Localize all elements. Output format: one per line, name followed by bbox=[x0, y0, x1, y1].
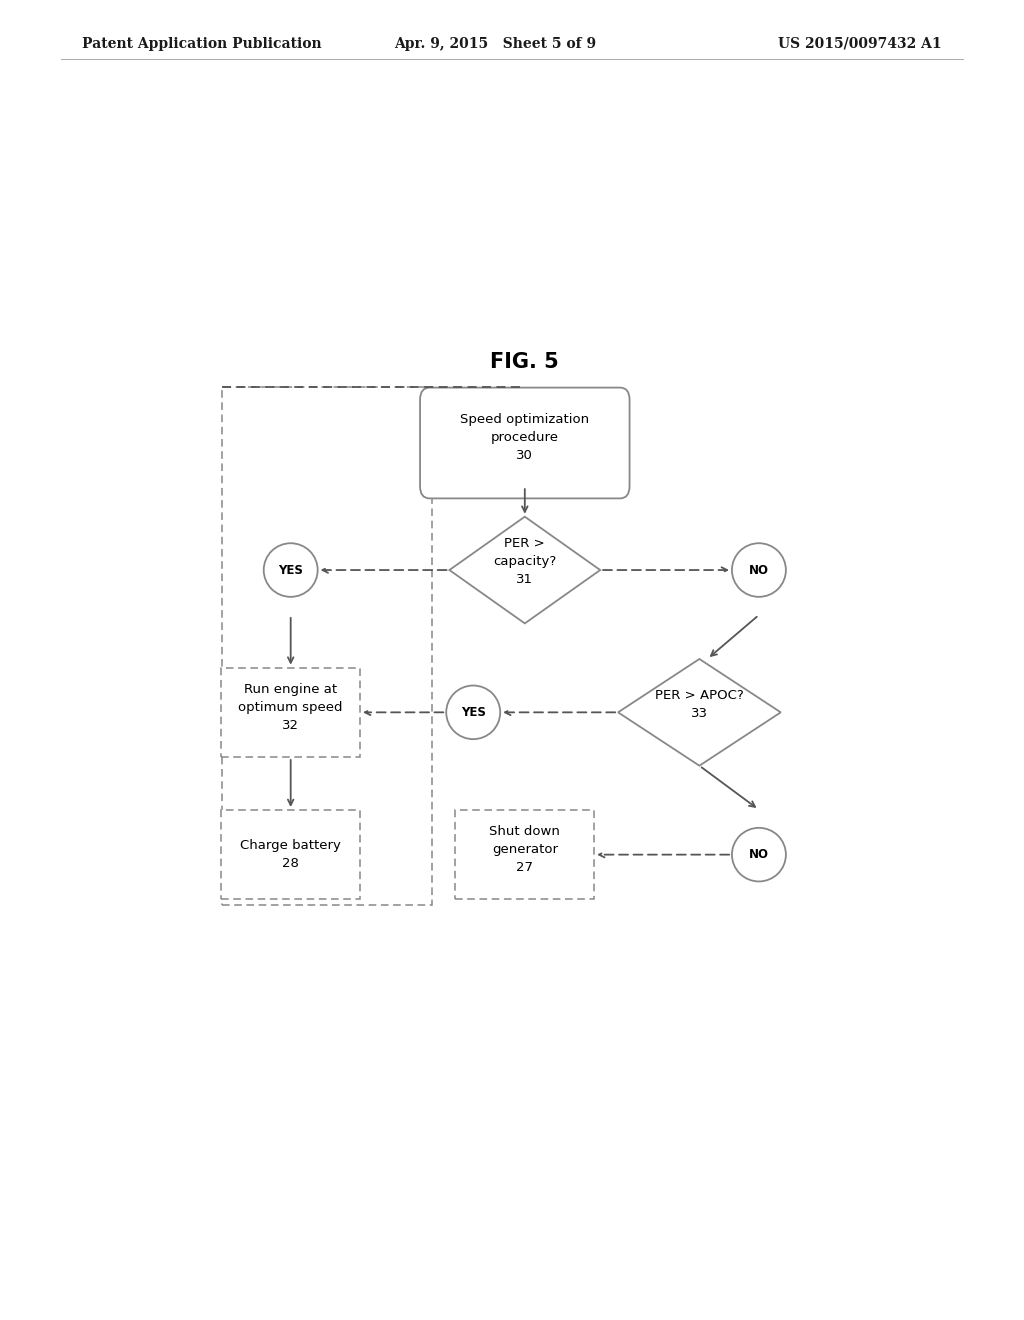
Text: PER >
capacity?
31: PER > capacity? 31 bbox=[494, 537, 556, 586]
Bar bbox=[221, 668, 360, 758]
Text: NO: NO bbox=[749, 849, 769, 861]
FancyBboxPatch shape bbox=[420, 388, 630, 499]
Ellipse shape bbox=[732, 828, 785, 882]
Text: YES: YES bbox=[461, 706, 485, 719]
Text: NO: NO bbox=[749, 564, 769, 577]
Polygon shape bbox=[450, 516, 600, 623]
Text: Run engine at
optimum speed
32: Run engine at optimum speed 32 bbox=[239, 682, 343, 731]
Ellipse shape bbox=[446, 685, 500, 739]
Text: US 2015/0097432 A1: US 2015/0097432 A1 bbox=[778, 37, 942, 51]
Text: YES: YES bbox=[279, 564, 303, 577]
Ellipse shape bbox=[732, 544, 785, 597]
Text: Charge battery
28: Charge battery 28 bbox=[241, 840, 341, 870]
Text: Shut down
generator
27: Shut down generator 27 bbox=[489, 825, 560, 874]
Text: Patent Application Publication: Patent Application Publication bbox=[82, 37, 322, 51]
Bar bbox=[221, 387, 432, 906]
Text: Apr. 9, 2015   Sheet 5 of 9: Apr. 9, 2015 Sheet 5 of 9 bbox=[394, 37, 596, 51]
Ellipse shape bbox=[264, 544, 317, 597]
Bar bbox=[456, 810, 594, 899]
Text: FIG. 5: FIG. 5 bbox=[490, 351, 559, 372]
Text: PER > APOC?
33: PER > APOC? 33 bbox=[655, 689, 743, 719]
Bar bbox=[221, 810, 360, 899]
Polygon shape bbox=[618, 659, 780, 766]
Text: Speed optimization
procedure
30: Speed optimization procedure 30 bbox=[460, 413, 590, 462]
